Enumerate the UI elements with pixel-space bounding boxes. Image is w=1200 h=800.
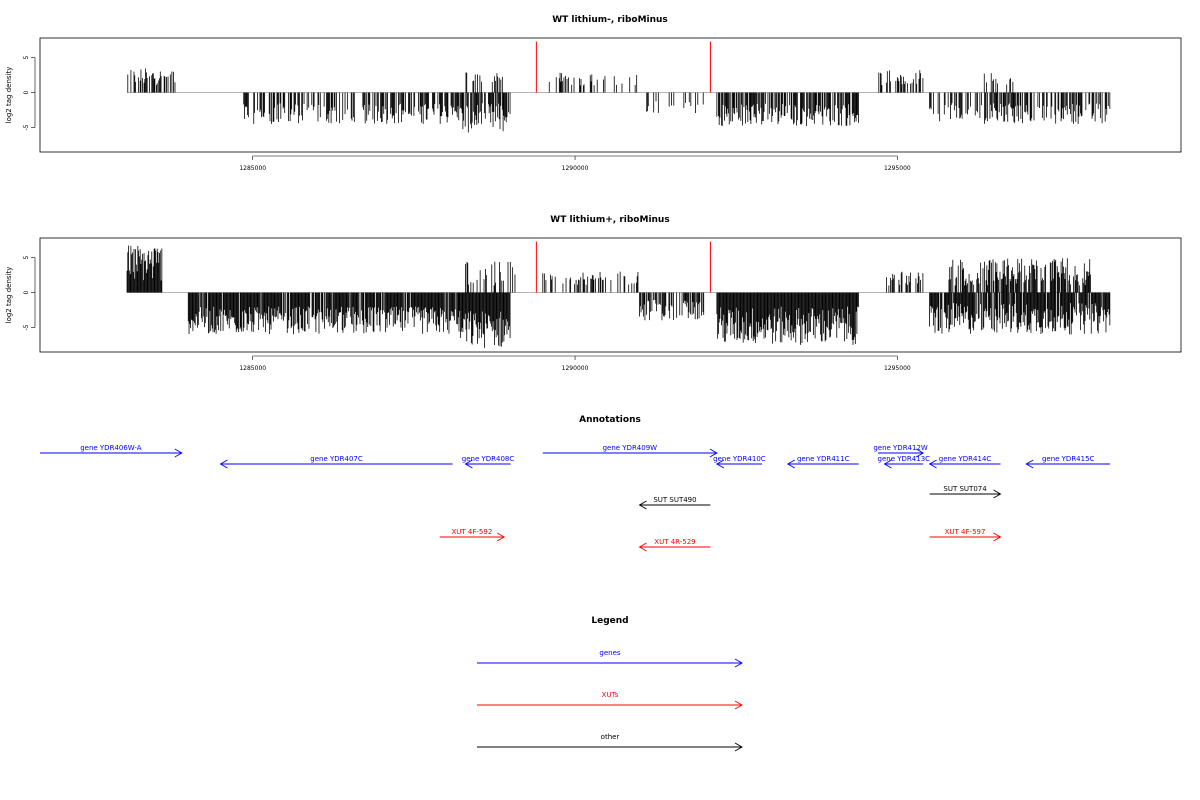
- y-tick-label: 5: [23, 55, 30, 59]
- legend-title: Legend: [591, 616, 628, 626]
- feature-label: gene YDR415C: [1042, 455, 1095, 463]
- x-tick-label: 1290000: [562, 365, 589, 372]
- track-2-ylabel: log2 tag density: [5, 267, 13, 324]
- x-tick-label: 1295000: [884, 165, 911, 172]
- x-tick-label: 1285000: [239, 165, 266, 172]
- track-1-title: WT lithium-, riboMinus: [552, 15, 668, 25]
- feature-arrowhead: [174, 448, 183, 458]
- x-tick-label: 1295000: [884, 365, 911, 372]
- y-tick-label: 0: [23, 90, 30, 94]
- feature-arrowhead: [496, 532, 506, 542]
- feature-arrowhead: [638, 542, 647, 552]
- y-tick-label: -5: [23, 324, 30, 330]
- legend-arrowhead: [734, 658, 743, 668]
- feature-label: XUT 4F-597: [945, 528, 986, 536]
- feature-label: gene YDR409W: [603, 444, 658, 452]
- x-tick-label: 1285000: [239, 365, 266, 372]
- feature-arrowhead: [883, 459, 892, 469]
- track-2-frame: [39, 237, 1182, 353]
- track-1-ylabel: log2 tag density: [5, 67, 13, 124]
- track-1-plot: -5 0 5 1285000 1290000 1295000: [23, 41, 1111, 172]
- feature-arrowhead: [993, 532, 1002, 542]
- legend-label: other: [601, 733, 620, 741]
- y-tick-label: 0: [23, 290, 30, 294]
- annotations-title: Annotations: [579, 415, 641, 425]
- feature-arrowhead: [638, 500, 647, 510]
- track-2-plot: -5 0 5 1285000 1290000 1295000: [23, 241, 1111, 372]
- track-2-title: WT lithium+, riboMinus: [550, 215, 669, 225]
- legend-arrowhead: [734, 742, 743, 752]
- feature-label: gene YDR408C: [462, 455, 515, 463]
- feature-label: gene YDR410C: [713, 455, 766, 463]
- feature-label: XUT 4F-592: [452, 528, 493, 536]
- feature-arrowhead: [915, 448, 925, 458]
- feature-arrowhead: [715, 459, 725, 469]
- legend-arrowhead: [734, 700, 743, 710]
- feature-arrowhead: [786, 459, 795, 469]
- feature-label: gene YDR413C: [878, 455, 931, 463]
- feature-label: SUT SUT490: [653, 496, 696, 504]
- feature-label: gene YDR406W-A: [80, 444, 142, 452]
- feature-arrowhead: [709, 448, 718, 458]
- feature-arrowhead: [219, 459, 228, 469]
- feature-arrowhead: [928, 459, 937, 469]
- feature-label: gene YDR407C: [310, 455, 363, 463]
- x-tick-label: 1290000: [562, 165, 589, 172]
- feature-label: gene YDR411C: [797, 455, 850, 463]
- feature-label: SUT SUT074: [943, 485, 987, 493]
- legend-label: genes: [599, 649, 620, 657]
- legend-label: XUTs: [602, 691, 619, 699]
- annotations-track: gene YDR406W-A gene YDR407C gene YDR408C ge…: [40, 444, 1111, 552]
- feature-arrowhead: [1025, 459, 1034, 469]
- track-1-frame: [39, 37, 1182, 153]
- legend: genes XUTs other: [477, 649, 743, 752]
- feature-arrowhead: [464, 459, 473, 469]
- y-tick-label: 5: [23, 255, 30, 259]
- feature-label: XUT 4R-529: [654, 538, 695, 546]
- y-tick-label: -5: [23, 124, 30, 130]
- feature-label: gene YDR412W: [873, 444, 928, 452]
- feature-arrowhead: [993, 489, 1002, 499]
- feature-label: gene YDR414C: [939, 455, 992, 463]
